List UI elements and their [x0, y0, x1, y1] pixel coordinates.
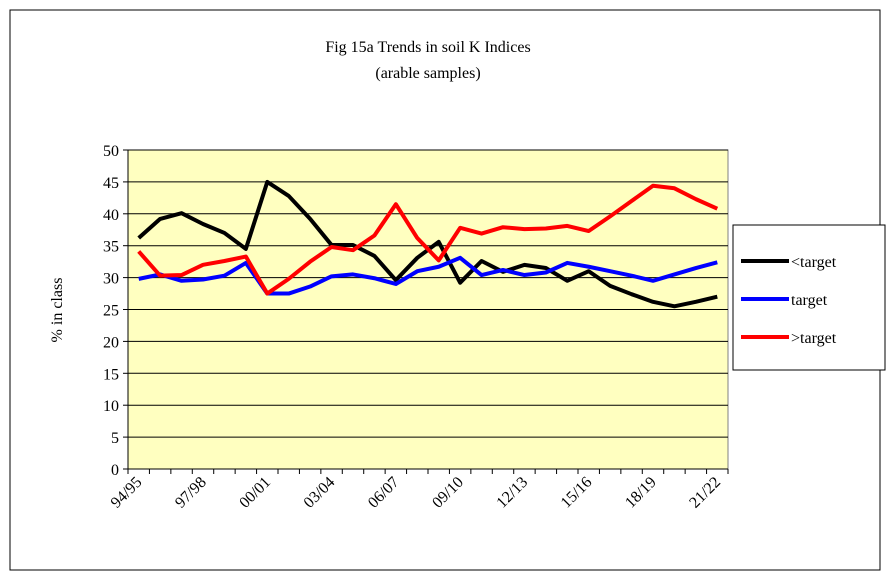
chart-title: Fig 15a Trends in soil K Indices: [325, 39, 530, 56]
y-tick-label: 40: [103, 207, 119, 224]
y-tick-label: 5: [111, 430, 119, 447]
y-axis-label: % in class: [49, 278, 66, 343]
legend-label: >target: [791, 330, 837, 347]
y-tick-label: 20: [103, 334, 119, 351]
chart-subtitle: (arable samples): [375, 65, 480, 82]
y-tick-label: 35: [103, 239, 119, 256]
legend-label: <target: [791, 254, 837, 271]
y-tick-label: 0: [111, 462, 119, 479]
y-tick-label: 30: [103, 271, 119, 288]
y-tick-label: 10: [103, 398, 119, 415]
series-line: [137, 183, 719, 296]
y-tick-label: 50: [103, 143, 119, 160]
y-tick-label: 25: [103, 303, 119, 320]
y-tick-label: 15: [103, 366, 119, 383]
series-line: [138, 255, 718, 296]
legend-label: target: [791, 292, 828, 309]
y-tick-label: 45: [103, 175, 119, 192]
